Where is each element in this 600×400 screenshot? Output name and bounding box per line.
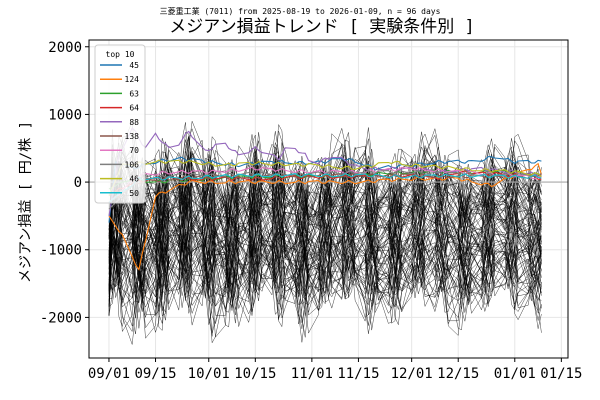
x-tick-label: 09/15 bbox=[134, 366, 176, 382]
background-series-line bbox=[108, 270, 542, 308]
y-axis-label: メジアン損益 [ 円/株 ] bbox=[18, 121, 34, 283]
chart-title: メジアン損益トレンド [ 実験条件別 ] bbox=[169, 17, 475, 37]
legend-label-106: 106 bbox=[125, 160, 140, 169]
series-line-88 bbox=[108, 127, 542, 216]
y-tick-label: -2000 bbox=[40, 310, 82, 326]
legend-label-124: 124 bbox=[125, 75, 140, 84]
legend-label-70: 70 bbox=[129, 146, 139, 155]
background-series-line bbox=[108, 184, 542, 315]
legend-label-88: 88 bbox=[129, 118, 139, 127]
background-series-line bbox=[108, 152, 542, 236]
x-axis-ticks: 09/01 09/15 10/01 10/15 11/01 11/15 12/01 12/15… bbox=[88, 358, 582, 382]
series-line-124 bbox=[108, 162, 542, 271]
series-line-46 bbox=[108, 159, 542, 196]
x-tick-label: 10/01 bbox=[188, 366, 230, 382]
x-tick-label: 11/01 bbox=[291, 366, 333, 382]
background-series-line bbox=[108, 221, 542, 328]
background-series-line bbox=[108, 231, 542, 319]
y-tick-label: 2000 bbox=[48, 40, 82, 56]
legend: top 10 45 124 63 64 88 138 70 106 46 50 bbox=[94, 44, 146, 204]
background-series-line bbox=[108, 144, 542, 240]
legend-label-50: 50 bbox=[129, 189, 139, 198]
background-series-line bbox=[108, 172, 542, 298]
y-tick-label: -1000 bbox=[40, 243, 82, 259]
x-tick-label: 01/15 bbox=[540, 366, 582, 382]
x-tick-label: 12/15 bbox=[437, 366, 479, 382]
series-line-45 bbox=[108, 156, 542, 223]
background-series-line bbox=[108, 234, 542, 301]
background-series-line bbox=[108, 238, 542, 303]
background-series-line bbox=[108, 139, 542, 264]
background-series-line bbox=[108, 237, 542, 345]
background-series-group bbox=[108, 120, 542, 345]
top-series-group bbox=[108, 127, 542, 271]
chart-subtitle: 三菱重工業 (7011) from 2025-08-19 to 2026-01-… bbox=[160, 6, 441, 16]
background-series-line bbox=[108, 233, 542, 303]
legend-label-63: 63 bbox=[129, 89, 139, 98]
x-tick-label: 12/01 bbox=[391, 366, 433, 382]
x-tick-label: 09/01 bbox=[88, 366, 130, 382]
background-series-line bbox=[108, 231, 542, 334]
x-tick-label: 10/15 bbox=[234, 366, 276, 382]
x-tick-label: 01/01 bbox=[494, 366, 536, 382]
series-line-106 bbox=[108, 169, 542, 210]
legend-label-46: 46 bbox=[129, 175, 139, 184]
background-series-line bbox=[108, 235, 542, 321]
plot-frame bbox=[88, 39, 569, 359]
background-series-line bbox=[108, 181, 542, 300]
x-tick-label: 11/15 bbox=[337, 366, 379, 382]
series-line-50 bbox=[108, 172, 542, 203]
background-series-line bbox=[108, 266, 542, 316]
legend-label-64: 64 bbox=[129, 104, 139, 113]
legend-box bbox=[94, 44, 146, 204]
series-line-70 bbox=[108, 166, 542, 203]
legend-entries: 45 124 63 64 88 138 70 106 46 50 bbox=[100, 61, 139, 198]
y-tick-label: 0 bbox=[74, 175, 82, 191]
legend-label-138: 138 bbox=[125, 132, 140, 141]
legend-label-45: 45 bbox=[129, 61, 139, 70]
legend-title: top 10 bbox=[106, 50, 135, 59]
y-tick-label: 1000 bbox=[48, 107, 82, 123]
y-axis-ticks: -2000 -1000 0 1000 2000 bbox=[40, 40, 89, 326]
